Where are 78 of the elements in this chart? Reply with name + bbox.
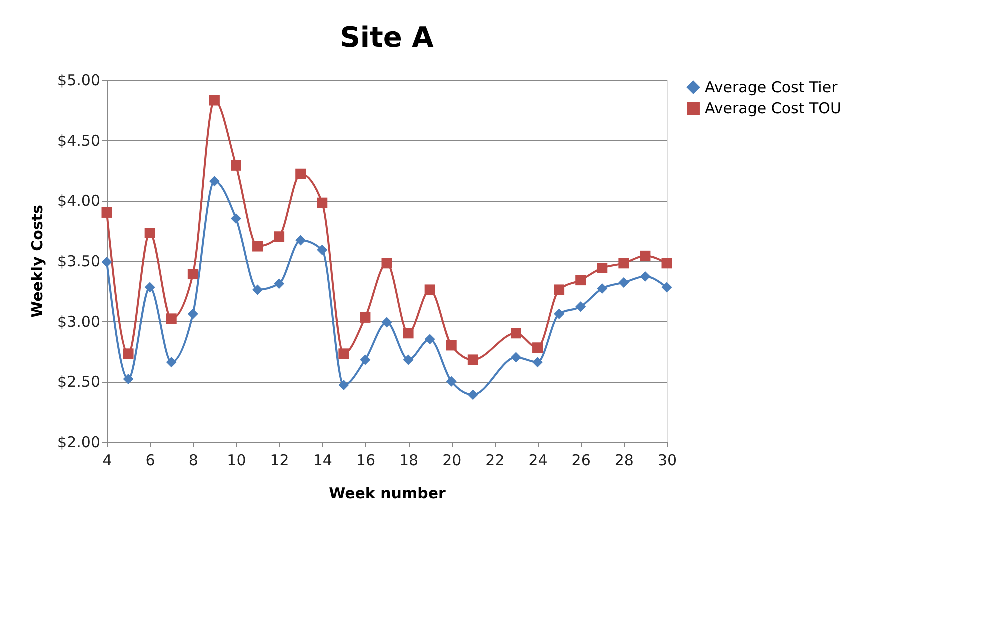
- point: [230, 214, 242, 224]
- point: [338, 348, 350, 360]
- x-tick-label: 10: [227, 452, 246, 470]
- point: [102, 256, 112, 268]
- point: [618, 277, 630, 288]
- y-tick-label: $5.00: [58, 72, 100, 90]
- x-tick-label: 14: [313, 452, 332, 470]
- point: [317, 198, 328, 208]
- point: [618, 258, 630, 269]
- x-tick-label: 6: [146, 452, 156, 470]
- point: [360, 312, 371, 323]
- point: [532, 342, 544, 354]
- point: [230, 160, 242, 171]
- point: [510, 352, 522, 363]
- point: [424, 334, 436, 345]
- x-tick-label: 22: [486, 452, 505, 470]
- x-tick-label: 12: [270, 452, 290, 470]
- point: [382, 258, 392, 269]
- point: [123, 348, 134, 360]
- x-tick-label: 26: [572, 452, 591, 470]
- y-tick-label: $3.00: [58, 312, 100, 331]
- point: [360, 354, 371, 366]
- point: [252, 241, 264, 252]
- x-axis-title: Week number: [329, 484, 447, 502]
- x-tick-label: 30: [658, 452, 678, 470]
- point: [144, 282, 156, 293]
- point: [597, 262, 608, 274]
- x-tick-label: 4: [102, 452, 112, 470]
- x-tick-label: 28: [614, 452, 634, 470]
- y-tick-label: $3.50: [58, 252, 100, 270]
- point: [166, 357, 177, 368]
- x-tick-label: 20: [442, 452, 462, 470]
- point: [166, 314, 177, 324]
- point: [446, 376, 457, 387]
- point: [252, 284, 264, 296]
- point: [296, 168, 306, 180]
- point: [382, 317, 392, 328]
- point: [209, 176, 220, 187]
- point: [532, 357, 544, 368]
- x-tick-label: 18: [399, 452, 419, 470]
- point: [403, 328, 414, 339]
- x-tick-label: 8: [188, 452, 198, 470]
- x-tick-label: 16: [356, 452, 376, 470]
- point: [576, 302, 586, 312]
- point: [662, 282, 672, 293]
- point: [403, 354, 414, 366]
- point: [274, 232, 285, 242]
- point: [468, 354, 478, 366]
- point: [597, 284, 608, 294]
- point: [640, 271, 651, 282]
- chart-title: Site A: [340, 21, 434, 54]
- legend-label: Average Cost TOU: [705, 100, 842, 118]
- y-tick-label: $4.00: [58, 192, 100, 210]
- point: [209, 95, 220, 106]
- y-tick-label: $2.50: [58, 373, 100, 392]
- point: [317, 244, 328, 256]
- point: [102, 207, 112, 218]
- point: [188, 308, 198, 320]
- point: [446, 340, 457, 351]
- point: [338, 380, 350, 391]
- point: [554, 284, 565, 296]
- point: [296, 235, 306, 246]
- point: [510, 328, 522, 339]
- point: [576, 275, 586, 286]
- legend-label: Average Cost Tier: [705, 78, 839, 96]
- y-axis-title: Weekly Costs: [28, 205, 47, 318]
- x-tick-label: 24: [528, 452, 548, 470]
- point: [188, 269, 198, 280]
- point: [123, 374, 134, 384]
- point: [554, 308, 565, 320]
- point: [468, 390, 478, 400]
- point: [424, 284, 436, 296]
- point: [640, 250, 651, 262]
- point: [274, 278, 285, 290]
- y-tick-label: $2.00: [58, 434, 100, 452]
- point: [144, 228, 156, 238]
- y-tick-label: $4.50: [58, 132, 100, 150]
- point: [662, 258, 672, 269]
